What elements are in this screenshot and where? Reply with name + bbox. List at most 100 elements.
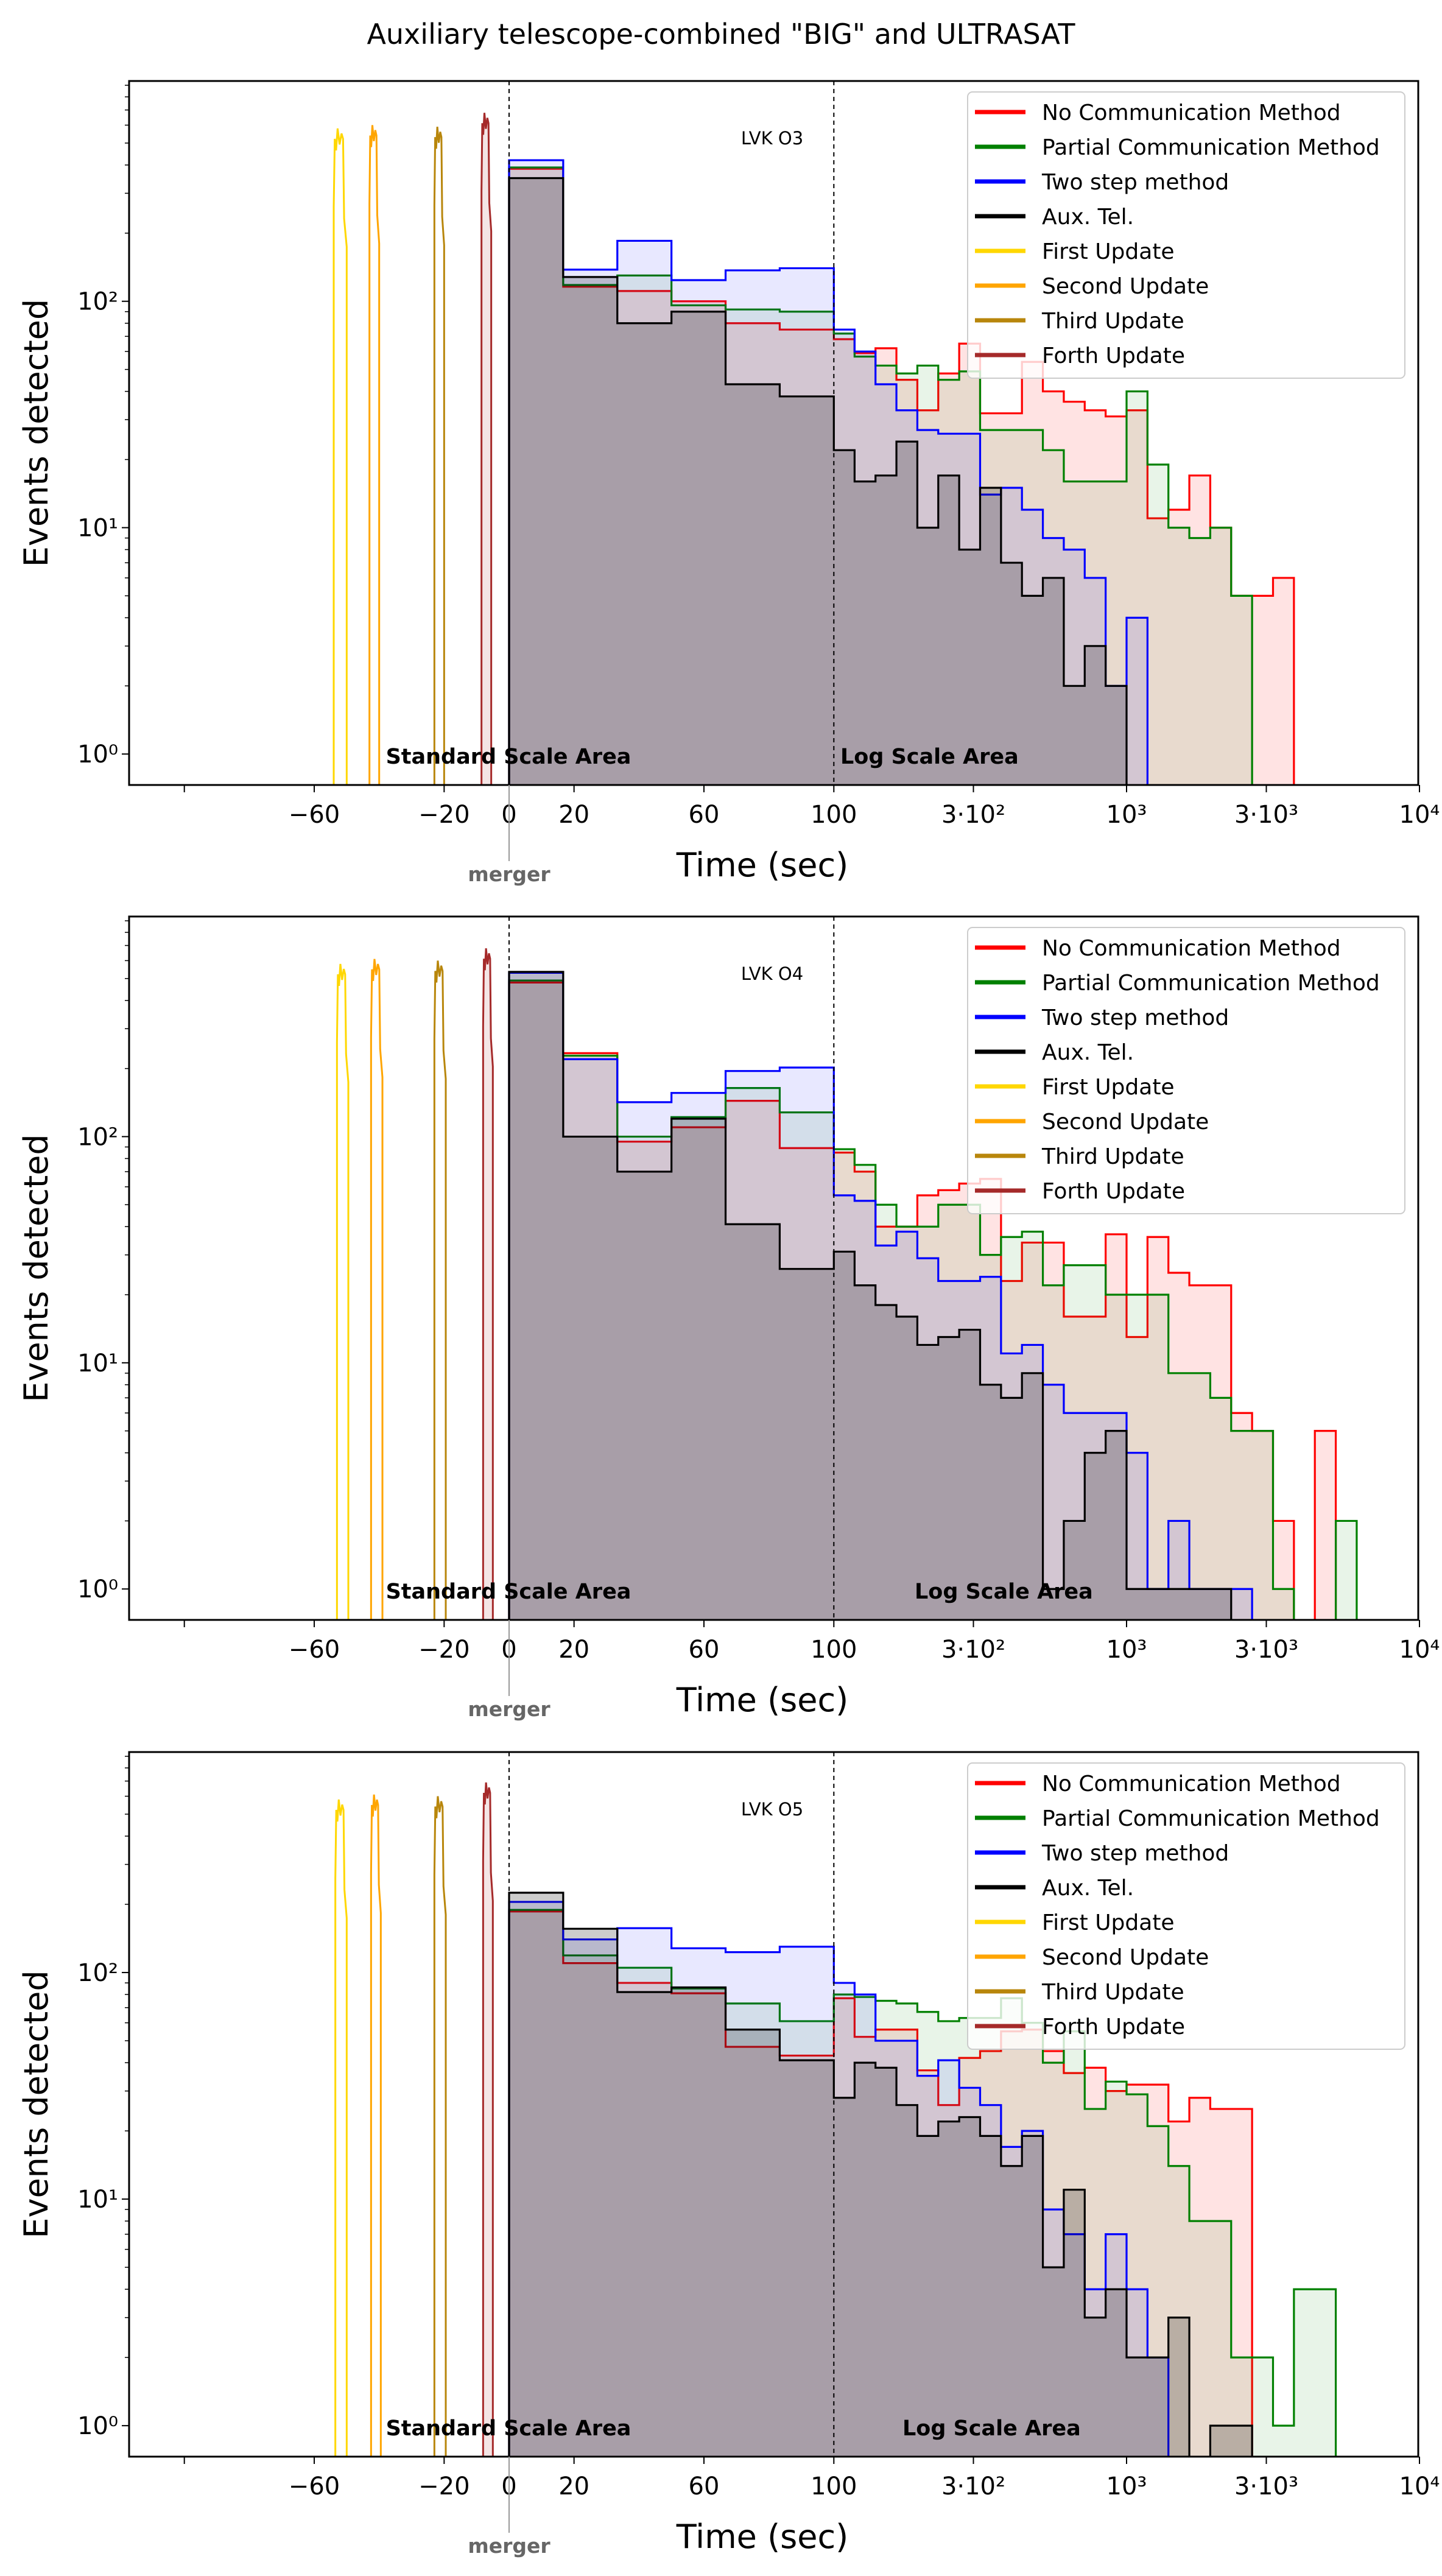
x-tick-label: 60 — [689, 801, 720, 829]
axes-frame — [128, 80, 1419, 786]
y-tick-label: 10⁰ — [77, 1575, 118, 1603]
legend-label: Forth Update — [1042, 343, 1185, 368]
histogram-line-4 — [508, 1892, 1253, 2457]
x-tick-label: 3·10³ — [1234, 2472, 1298, 2500]
log-scale-area-label: Log Scale Area — [840, 745, 1019, 769]
y-tick-label: 10² — [77, 288, 118, 316]
merger-label: merger — [468, 1697, 550, 1721]
histogram-fill-3 — [509, 1902, 1169, 2457]
y-tick-label: 10² — [77, 1959, 118, 1987]
legend-label: Second Update — [1042, 1945, 1209, 1970]
x-tick-label: 100 — [811, 2472, 857, 2500]
x-tick-label: −60 — [289, 2472, 340, 2500]
x-tick-label: −20 — [418, 1636, 470, 1664]
y-tick-label: 10² — [77, 1123, 118, 1151]
legend-label: First Update — [1042, 1075, 1175, 1100]
update-peak-2 — [370, 1794, 382, 2457]
legend-label: No Communication Method — [1042, 1772, 1341, 1797]
update-peak-2 — [368, 125, 381, 785]
standard-scale-area-label: Standard Scale Area — [386, 1580, 631, 1604]
histogram-fill-1 — [509, 169, 1294, 785]
plot-area — [332, 113, 1295, 785]
y-axis-label: Events detected — [17, 1970, 55, 2238]
update-peak-3 — [433, 127, 445, 785]
histogram-line-4 — [508, 971, 1233, 1620]
y-tick-label: 10⁰ — [77, 741, 118, 769]
merger-label: merger — [468, 2534, 550, 2558]
y-tick-label: 10¹ — [77, 514, 118, 542]
histogram-line-3 — [508, 1901, 1170, 2457]
update-peak-3 — [433, 1796, 447, 2457]
x-tick-label: 10³ — [1106, 1636, 1147, 1664]
y-tick-label: 10¹ — [77, 2186, 118, 2214]
figure-title: Auxiliary telescope-combined "BIG" and U… — [367, 18, 1075, 51]
x-tick-label: 3·10² — [941, 801, 1005, 829]
x-tick-label: 10⁴ — [1399, 1636, 1440, 1664]
histogram-fill-3 — [509, 160, 1148, 785]
x-tick-label: 60 — [689, 1636, 720, 1664]
legend-label: Third Update — [1041, 1144, 1184, 1169]
update-peak-1 — [336, 963, 350, 1620]
update-peak-1 — [334, 1799, 348, 2457]
legend-label: Third Update — [1041, 309, 1184, 334]
update-peak-1 — [332, 128, 348, 785]
x-tick-label: 60 — [689, 2472, 720, 2500]
histogram-line-2 — [508, 166, 1253, 785]
legend: No Communication Method Partial Communica… — [967, 91, 1405, 379]
legend-label: No Communication Method — [1042, 100, 1341, 125]
legend: No Communication Method Partial Communica… — [967, 1762, 1405, 2050]
x-tick-label: −60 — [289, 1636, 340, 1664]
x-tick-label: −20 — [418, 2472, 470, 2500]
x-tick-label: 10³ — [1106, 2472, 1147, 2500]
legend-label: Two step method — [1041, 1841, 1229, 1866]
legend-box — [967, 927, 1405, 1214]
histogram-fill-4 — [509, 1893, 1253, 2457]
histogram-fill-3 — [509, 973, 1253, 1620]
panel-1: LVK O3 Standard Scale Area Log Scale Area −… — [17, 80, 1440, 886]
x-axis-label: Time (sec) — [676, 2518, 849, 2556]
legend-label: Partial Communication Method — [1042, 971, 1380, 996]
histogram-line-1 — [508, 981, 1337, 1620]
legend-label: Aux. Tel. — [1042, 1876, 1134, 1901]
x-tick-label: 100 — [811, 1636, 857, 1664]
x-tick-label: 10³ — [1106, 801, 1147, 829]
plot-area — [336, 948, 1358, 1620]
histogram-fill-4 — [509, 971, 1231, 1620]
legend-box — [967, 91, 1405, 379]
legend: No Communication Method Partial Communica… — [967, 927, 1405, 1214]
legend-label: Two step method — [1041, 1005, 1229, 1030]
x-tick-label: 3·10³ — [1234, 1636, 1298, 1664]
legend-label: Third Update — [1041, 1980, 1184, 2005]
merger-label: merger — [468, 862, 550, 886]
plot-area — [334, 1782, 1337, 2457]
legend-label: Second Update — [1042, 1110, 1209, 1135]
legend-label: Partial Communication Method — [1042, 1806, 1380, 1831]
legend-label: First Update — [1042, 1910, 1175, 1935]
axes-frame — [128, 915, 1419, 1621]
legend-label: Partial Communication Method — [1042, 135, 1380, 160]
standard-scale-area-label: Standard Scale Area — [386, 2416, 631, 2441]
legend-box — [967, 1762, 1405, 2050]
log-scale-area-label: Log Scale Area — [915, 1580, 1093, 1604]
y-axis-label: Events detected — [17, 299, 55, 567]
x-tick-label: 100 — [811, 801, 857, 829]
x-tick-label: −20 — [418, 801, 470, 829]
update-peak-3 — [433, 960, 447, 1620]
update-peak-2 — [370, 959, 384, 1620]
update-peak-4 — [482, 1782, 494, 2457]
x-tick-label: 3·10² — [941, 1636, 1005, 1664]
legend-label: Forth Update — [1042, 2015, 1185, 2039]
x-tick-label: 10⁴ — [1399, 801, 1440, 829]
legend-label: Two step method — [1041, 170, 1229, 195]
standard-scale-area-label: Standard Scale Area — [386, 745, 631, 769]
x-tick-label: 20 — [558, 801, 589, 829]
observing-run-label: LVK O4 — [741, 963, 803, 984]
histogram-fill-1 — [509, 1911, 1253, 2457]
x-tick-label: 3·10² — [941, 2472, 1005, 2500]
x-tick-label: 20 — [558, 1636, 589, 1664]
update-peak-4 — [482, 948, 494, 1620]
legend-label: Aux. Tel. — [1042, 205, 1134, 230]
x-tick-label: 3·10³ — [1234, 801, 1298, 829]
x-tick-label: 20 — [558, 2472, 589, 2500]
